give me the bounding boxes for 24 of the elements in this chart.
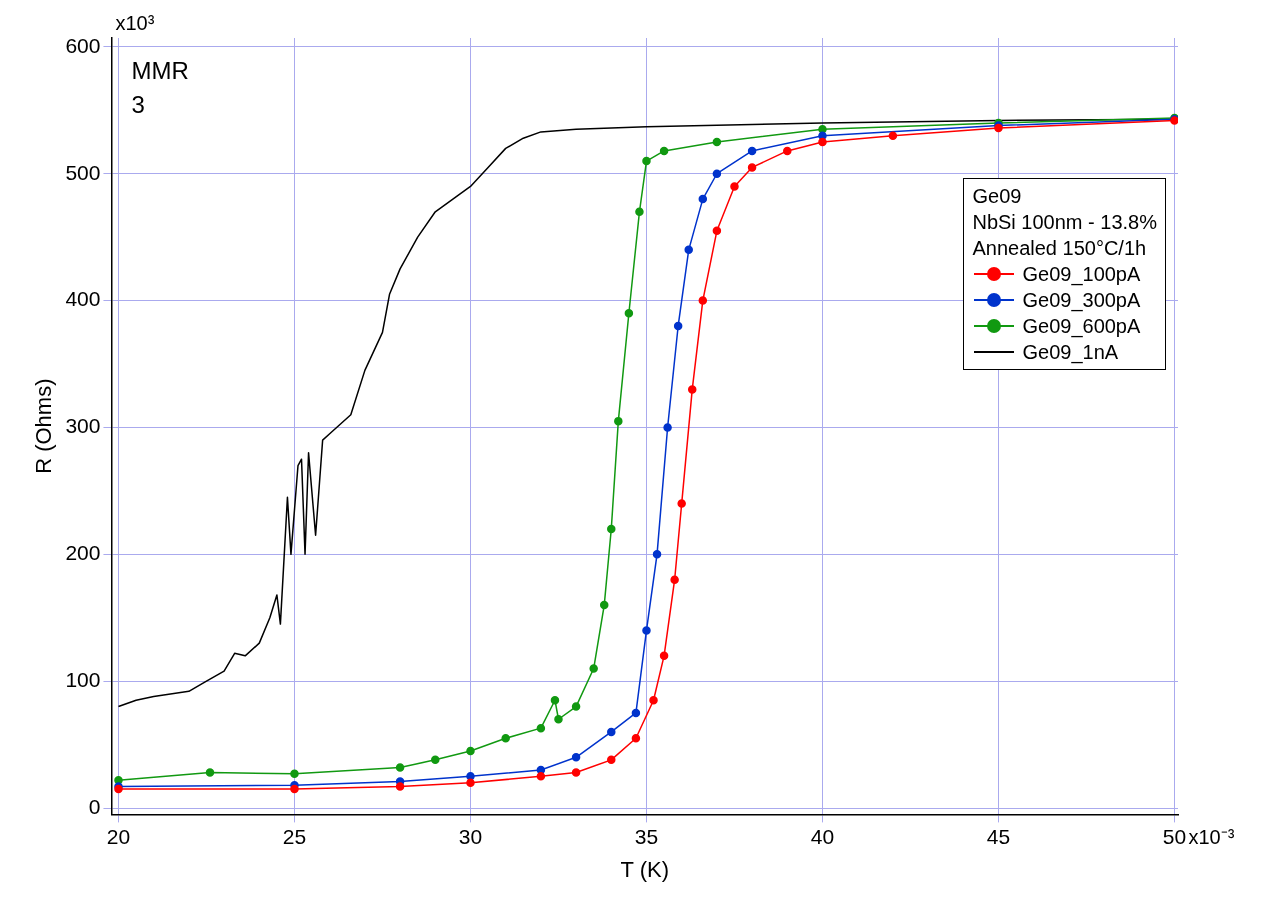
y-tick-label: 200 — [65, 541, 101, 565]
legend-label: Ge09_300pA — [1022, 288, 1141, 313]
x-tick-label: 30 — [458, 824, 483, 848]
x-tick-label: 45 — [986, 824, 1011, 848]
legend-title: Ge09 NbSi 100nm - 13.8% Annealed 150°C/1h — [972, 184, 1157, 261]
annotation: MMR 3 — [131, 56, 189, 118]
x-tick-label: 40 — [810, 824, 835, 848]
legend-label: Ge09_1nA — [1022, 340, 1119, 365]
y-tick-label: 300 — [65, 414, 101, 438]
text: x10³ — [115, 11, 155, 34]
y-tick-label: 100 — [65, 667, 101, 691]
x-tick-label: 35 — [634, 824, 659, 848]
legend-label: Ge09_100pA — [1022, 262, 1141, 287]
x-tick-label: 25 — [282, 824, 307, 848]
y-tick-label: 500 — [65, 160, 101, 184]
x-tick-label: 50 — [1162, 824, 1187, 848]
y-tick-label: 600 — [65, 33, 101, 57]
x-tick-label: 20 — [106, 824, 131, 848]
x-axis-title: T (K) — [620, 856, 669, 882]
y-tick-label: 400 — [65, 287, 101, 311]
text: x10⁻³ — [1188, 825, 1235, 848]
y-tick-label: 0 — [88, 794, 101, 818]
y-axis-title: R (Ohms) — [31, 378, 57, 474]
legend-label: Ge09_600pA — [1022, 314, 1141, 339]
